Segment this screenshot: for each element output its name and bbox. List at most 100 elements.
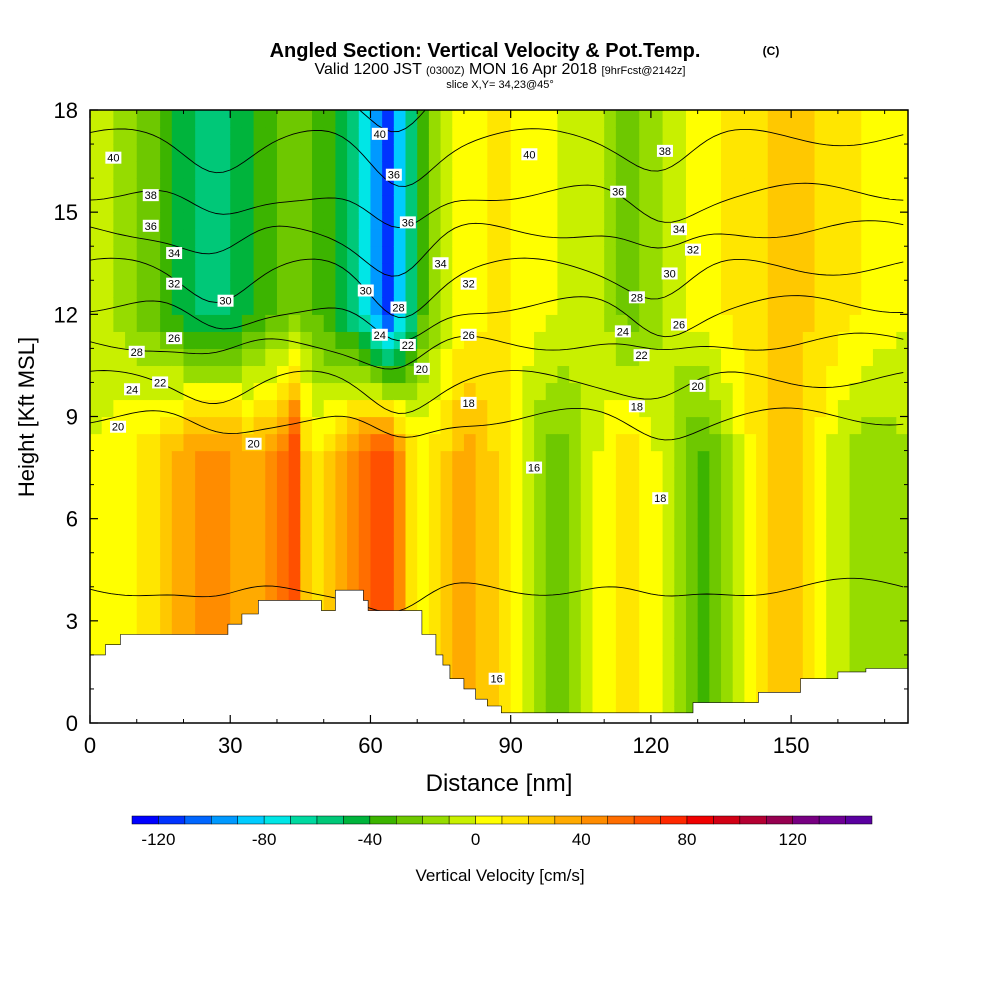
contour-label-box bbox=[432, 257, 449, 270]
velocity-cell bbox=[160, 552, 173, 571]
velocity-cell bbox=[802, 535, 816, 554]
velocity-cell bbox=[370, 195, 383, 213]
velocity-cell bbox=[756, 382, 769, 401]
velocity-cell bbox=[896, 399, 908, 418]
velocity-cell bbox=[405, 433, 418, 452]
velocity-cell bbox=[370, 229, 383, 247]
velocity-cell bbox=[288, 297, 301, 315]
velocity-cell bbox=[802, 654, 816, 673]
velocity-cell bbox=[569, 246, 582, 264]
velocity-cell bbox=[218, 382, 231, 401]
velocity-cell bbox=[487, 416, 500, 435]
velocity-cell bbox=[767, 450, 781, 469]
contour-label: 18 bbox=[652, 492, 669, 505]
velocity-cell bbox=[884, 263, 897, 281]
velocity-cell bbox=[265, 246, 278, 264]
velocity-cell bbox=[510, 365, 523, 384]
velocity-cell bbox=[709, 603, 722, 622]
velocity-cell bbox=[125, 501, 138, 520]
velocity-cell bbox=[113, 365, 126, 384]
velocity-cell bbox=[756, 586, 769, 605]
velocity-cell bbox=[276, 484, 290, 503]
velocity-cell bbox=[872, 229, 886, 247]
velocity-cell bbox=[709, 484, 722, 503]
subtitle-date: MON 16 Apr 2018 bbox=[469, 61, 597, 78]
velocity-cell bbox=[405, 314, 418, 332]
velocity-cell bbox=[534, 297, 547, 315]
velocity-cell bbox=[884, 637, 897, 656]
velocity-cell bbox=[650, 637, 664, 656]
velocity-cell bbox=[335, 450, 348, 469]
velocity-cell bbox=[136, 433, 150, 452]
velocity-cell bbox=[475, 501, 488, 520]
velocity-cell bbox=[814, 450, 827, 469]
velocity-cell bbox=[884, 212, 897, 230]
velocity-cell bbox=[592, 263, 605, 281]
velocity-cell bbox=[791, 637, 804, 656]
velocity-cell bbox=[685, 450, 699, 469]
velocity-cell bbox=[90, 399, 103, 418]
velocity-cell bbox=[206, 178, 220, 196]
velocity-cell bbox=[253, 535, 266, 554]
velocity-cell bbox=[744, 535, 757, 554]
velocity-cell bbox=[347, 212, 360, 230]
velocity-cell bbox=[650, 127, 664, 145]
velocity-cell bbox=[861, 518, 874, 537]
velocity-cell bbox=[674, 331, 687, 349]
velocity-cell bbox=[744, 263, 757, 281]
velocity-cell bbox=[615, 688, 629, 707]
velocity-cell bbox=[849, 518, 862, 537]
velocity-cell bbox=[872, 552, 886, 571]
velocity-cell bbox=[569, 586, 582, 605]
velocity-cell bbox=[347, 365, 360, 384]
velocity-cell bbox=[861, 603, 874, 622]
velocity-cell bbox=[417, 433, 430, 452]
velocity-cell bbox=[90, 620, 103, 639]
velocity-cell bbox=[615, 297, 629, 315]
velocity-cell bbox=[756, 416, 769, 435]
velocity-cell bbox=[779, 535, 792, 554]
velocity-cell bbox=[592, 620, 605, 639]
velocity-cell bbox=[347, 433, 360, 452]
velocity-cell bbox=[569, 484, 582, 503]
velocity-cell bbox=[218, 263, 231, 281]
velocity-cell bbox=[896, 450, 908, 469]
velocity-cell bbox=[195, 110, 208, 128]
contour-label-text: 20 bbox=[692, 381, 704, 393]
velocity-cell bbox=[837, 212, 851, 230]
velocity-cell bbox=[382, 450, 395, 469]
velocity-cell bbox=[160, 501, 173, 520]
velocity-cell bbox=[463, 246, 477, 264]
velocity-cell bbox=[534, 161, 547, 179]
velocity-cell bbox=[101, 501, 114, 520]
velocity-cell bbox=[101, 535, 114, 554]
velocity-cell bbox=[382, 365, 395, 384]
velocity-cell bbox=[837, 586, 851, 605]
velocity-cell bbox=[756, 467, 769, 486]
velocity-cell bbox=[113, 433, 126, 452]
velocity-cell bbox=[440, 433, 453, 452]
velocity-cell bbox=[101, 433, 114, 452]
velocity-cell bbox=[709, 637, 722, 656]
velocity-cell bbox=[744, 450, 757, 469]
velocity-cell bbox=[826, 569, 839, 588]
velocity-cell bbox=[276, 212, 290, 230]
velocity-cell bbox=[136, 535, 150, 554]
velocity-cell bbox=[230, 535, 243, 554]
velocity-cell bbox=[171, 467, 185, 486]
velocity-cell bbox=[347, 399, 360, 418]
velocity-cell bbox=[428, 518, 442, 537]
velocity-cell bbox=[697, 603, 710, 622]
velocity-cell bbox=[767, 229, 781, 247]
velocity-cell bbox=[884, 178, 897, 196]
velocity-cell bbox=[265, 484, 278, 503]
velocity-cell bbox=[125, 603, 138, 622]
velocity-cell bbox=[487, 399, 500, 418]
velocity-cell bbox=[697, 671, 710, 690]
velocity-cell bbox=[393, 348, 407, 367]
velocity-cell bbox=[697, 263, 710, 281]
velocity-cell bbox=[113, 263, 126, 281]
velocity-cell bbox=[358, 552, 372, 571]
velocity-cell bbox=[756, 603, 769, 622]
velocity-cell bbox=[767, 484, 781, 503]
